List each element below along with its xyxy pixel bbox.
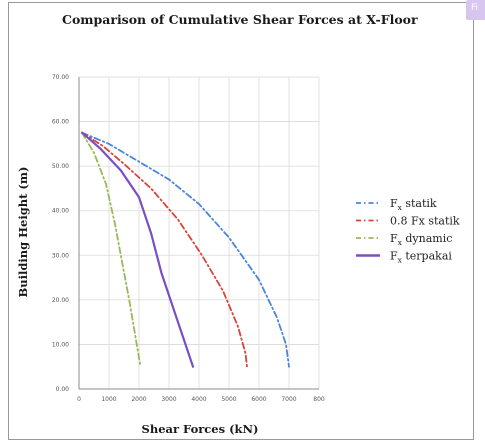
legend-label-fx-terpakai: Fx terpakai <box>390 250 452 265</box>
legend-label-rest: terpakai <box>402 250 453 263</box>
legend-label-rest: dynamic <box>402 232 453 245</box>
x-tick-label: 800 <box>313 396 325 403</box>
series-line-fx-dynamic <box>81 131 142 368</box>
chart-frame <box>8 2 474 440</box>
corner-tab[interactable]: Fi <box>466 0 485 20</box>
x-tick-label: 3000 <box>161 396 176 403</box>
y-tick-label: 20.00 <box>52 297 69 304</box>
legend-label-sub: x <box>398 238 403 247</box>
chart-title: Comparison of Cumulative Shear Forces at… <box>62 12 418 27</box>
x-axis-label: Shear Forces (kN) <box>142 422 259 436</box>
y-tick-label: 60.00 <box>52 119 69 126</box>
y-axis-label: Building Height (m) <box>16 167 30 298</box>
legend-label-main: F <box>390 232 398 245</box>
y-tick-label: 50.00 <box>52 163 69 170</box>
legend-label-fx-08-statik: 0.8 Fx statik <box>390 215 460 228</box>
y-tick-label: 10.00 <box>52 341 69 348</box>
series-line-fx-statik <box>81 131 290 368</box>
x-tick-label: 4000 <box>191 396 206 403</box>
tick-labels: 0 1000 2000 3000 4000 5000 6000 7000 800 0.00 10.0… <box>52 74 325 403</box>
x-tick-label: 7000 <box>281 396 296 403</box>
legend-label-sub: x <box>398 203 403 212</box>
y-tick-label: 70.00 <box>52 74 69 81</box>
corner-tab-label: Fi <box>471 3 479 13</box>
legend-label-fx-statik: Fx statik <box>390 197 437 212</box>
legend-label-fx-dynamic: Fx dynamic <box>390 232 452 247</box>
legend-label-sub: x <box>398 256 403 265</box>
legend-label-rest: statik <box>402 197 437 210</box>
x-tick-label: 5000 <box>221 396 236 403</box>
grid <box>79 76 320 389</box>
legend-label-main: F <box>390 250 398 263</box>
legend-label-main: F <box>390 197 398 210</box>
y-tick-label: 0.00 <box>56 386 70 393</box>
y-tick-label: 30.00 <box>52 252 69 259</box>
x-tick-label: 2000 <box>131 396 146 403</box>
x-tick-label: 0 <box>77 396 81 403</box>
series <box>80 131 290 368</box>
series-line-fx-terpakai <box>80 131 195 368</box>
legend-label-main: 0.8 Fx statik <box>390 215 460 228</box>
x-tick-label: 1000 <box>101 396 116 403</box>
x-tick-label: 6000 <box>251 396 266 403</box>
series-line-fx-08-statik <box>81 131 248 368</box>
axes <box>78 77 319 390</box>
y-tick-label: 40.00 <box>52 208 69 215</box>
